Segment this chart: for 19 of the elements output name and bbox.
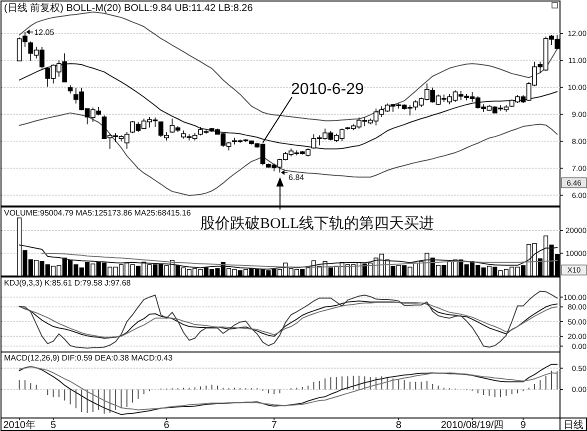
chart-title: VOLUME:95004.79 MA5:125173.86 MA25:68415.16	[4, 208, 192, 218]
x-tick-label: 8	[396, 420, 402, 431]
line-series	[18, 290, 558, 349]
annotation: 12.05	[34, 28, 55, 37]
x-tick-label: 5	[50, 420, 57, 431]
x-tick-label: 7	[271, 420, 278, 431]
text: 日线	[564, 419, 584, 431]
chart-title: (日线 前复权) BOLL-M(20) BOLL:9.84 UB:11.42 LB:8.26	[4, 2, 254, 14]
line-series	[18, 244, 558, 270]
x-tick-label: 6	[164, 420, 170, 431]
chart-title: MACD(12,26,9) DIF:0.59 DEA:0.38 MACD:0.43	[4, 354, 174, 362]
x-tick-label: 9	[520, 420, 526, 431]
chart-title: KDJ(9,3,3) K:85.61 D:79.58 J:97.68	[4, 278, 132, 288]
annotation: 股价跌破BOLL线下轨的第四天买进	[200, 215, 434, 232]
x-tick-label: 2010/08/19/四	[440, 420, 504, 431]
annotation: 6.84	[288, 172, 305, 182]
x-tick-label: 2010年	[3, 419, 36, 431]
annotation: 2010-6-29	[291, 81, 364, 98]
line-series	[41, 252, 558, 268]
